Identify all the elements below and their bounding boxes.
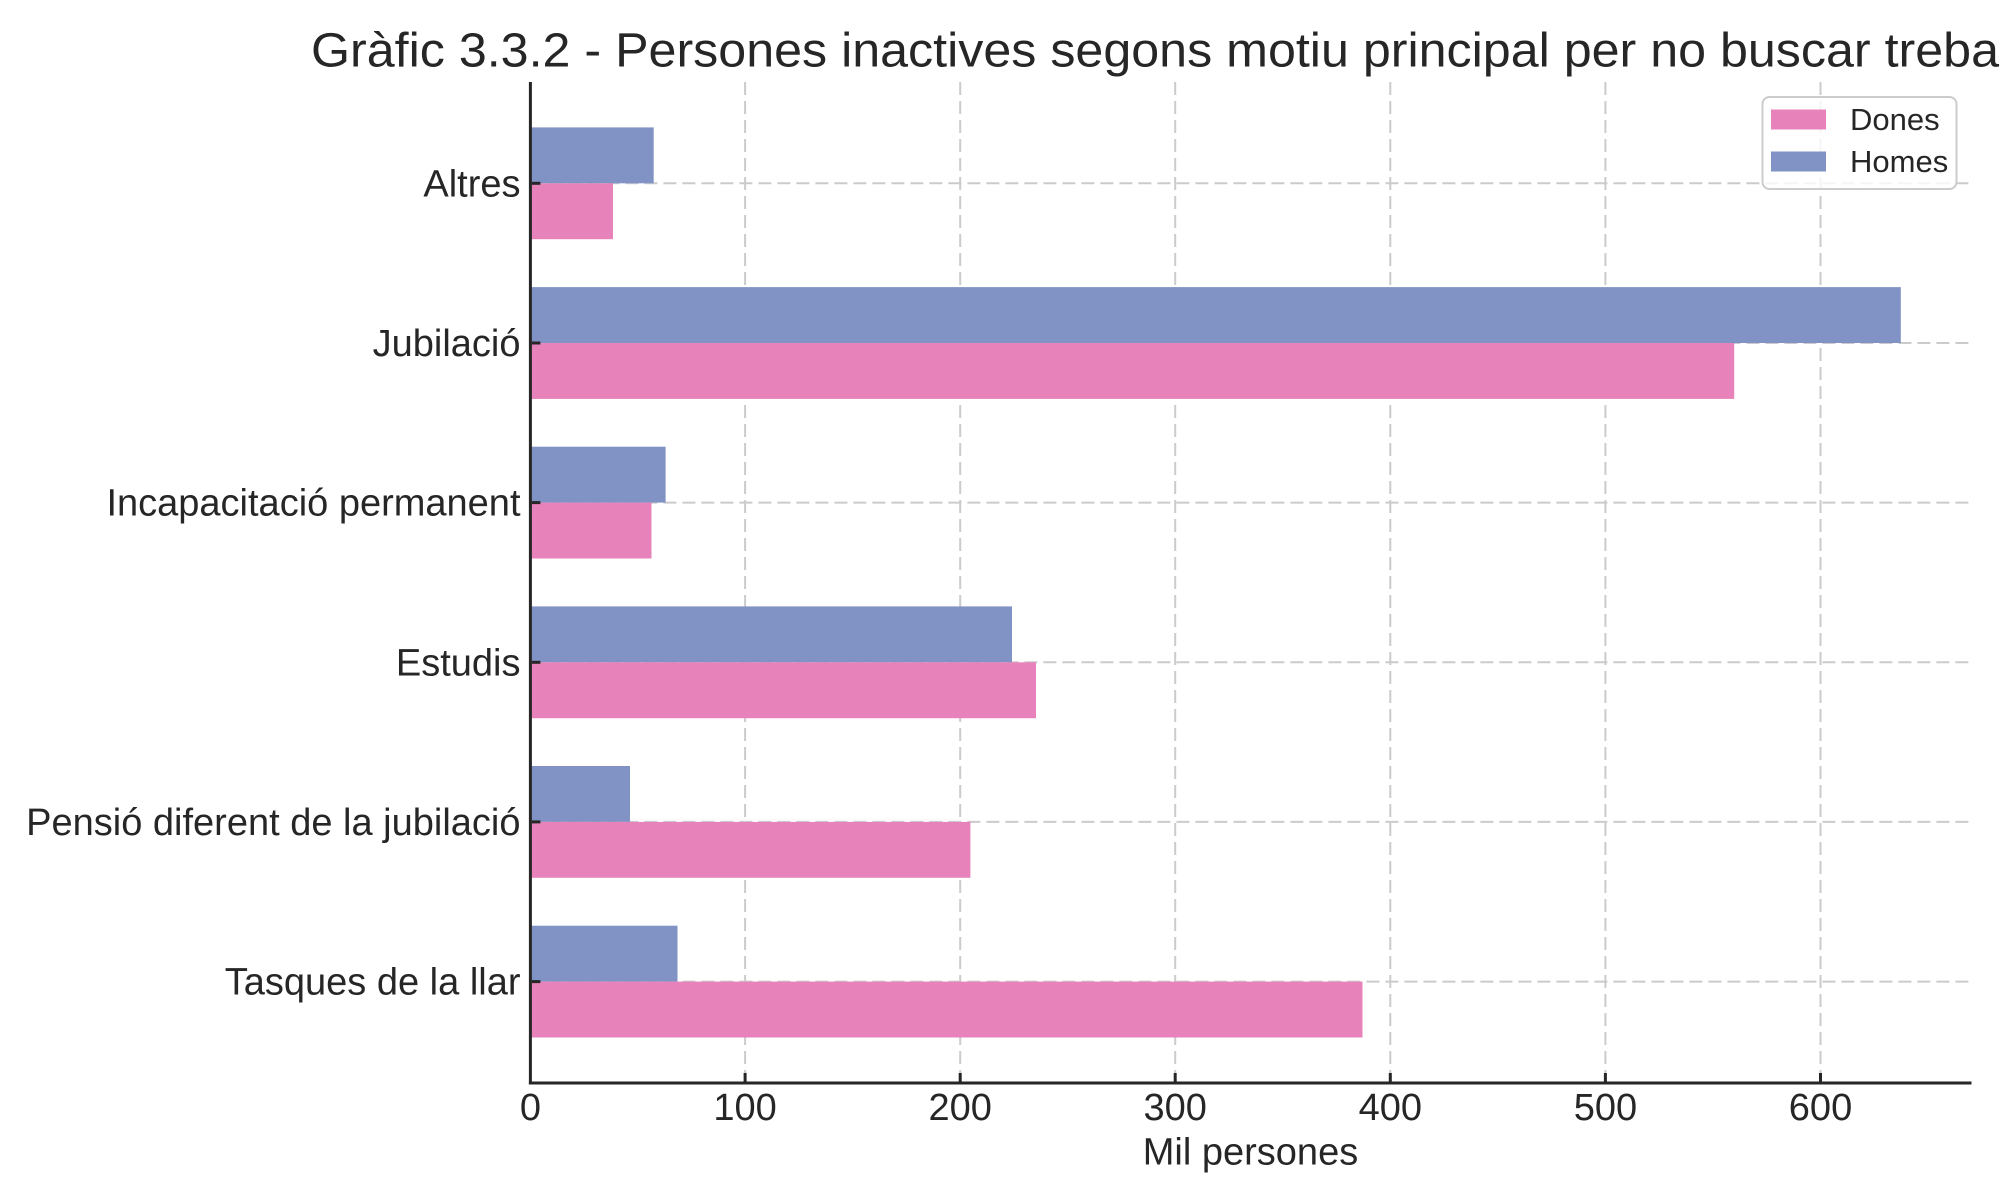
svg-text:400: 400 [1359,1087,1422,1129]
svg-text:Jubilació: Jubilació [373,323,521,365]
svg-text:Estudis: Estudis [396,642,521,684]
svg-text:100: 100 [713,1087,776,1129]
svg-text:Tasques de la llar: Tasques de la llar [225,962,521,1004]
svg-text:Gràfic 3.3.2 - Persones inacti: Gràfic 3.3.2 - Persones inactives segons… [311,25,1999,78]
svg-text:Dones: Dones [1850,102,1940,137]
svg-text:Pensió diferent de la jubilaci: Pensió diferent de la jubilació [26,802,520,844]
svg-text:Incapacitació permanent: Incapacitació permanent [106,483,520,525]
svg-text:0: 0 [520,1087,541,1129]
svg-text:200: 200 [928,1087,991,1129]
svg-text:500: 500 [1574,1087,1637,1129]
svg-text:Altres: Altres [423,163,520,205]
svg-text:Mil persones: Mil persones [1143,1131,1358,1173]
svg-text:600: 600 [1789,1087,1852,1129]
svg-text:300: 300 [1143,1087,1206,1129]
svg-text:Homes: Homes [1850,144,1948,179]
